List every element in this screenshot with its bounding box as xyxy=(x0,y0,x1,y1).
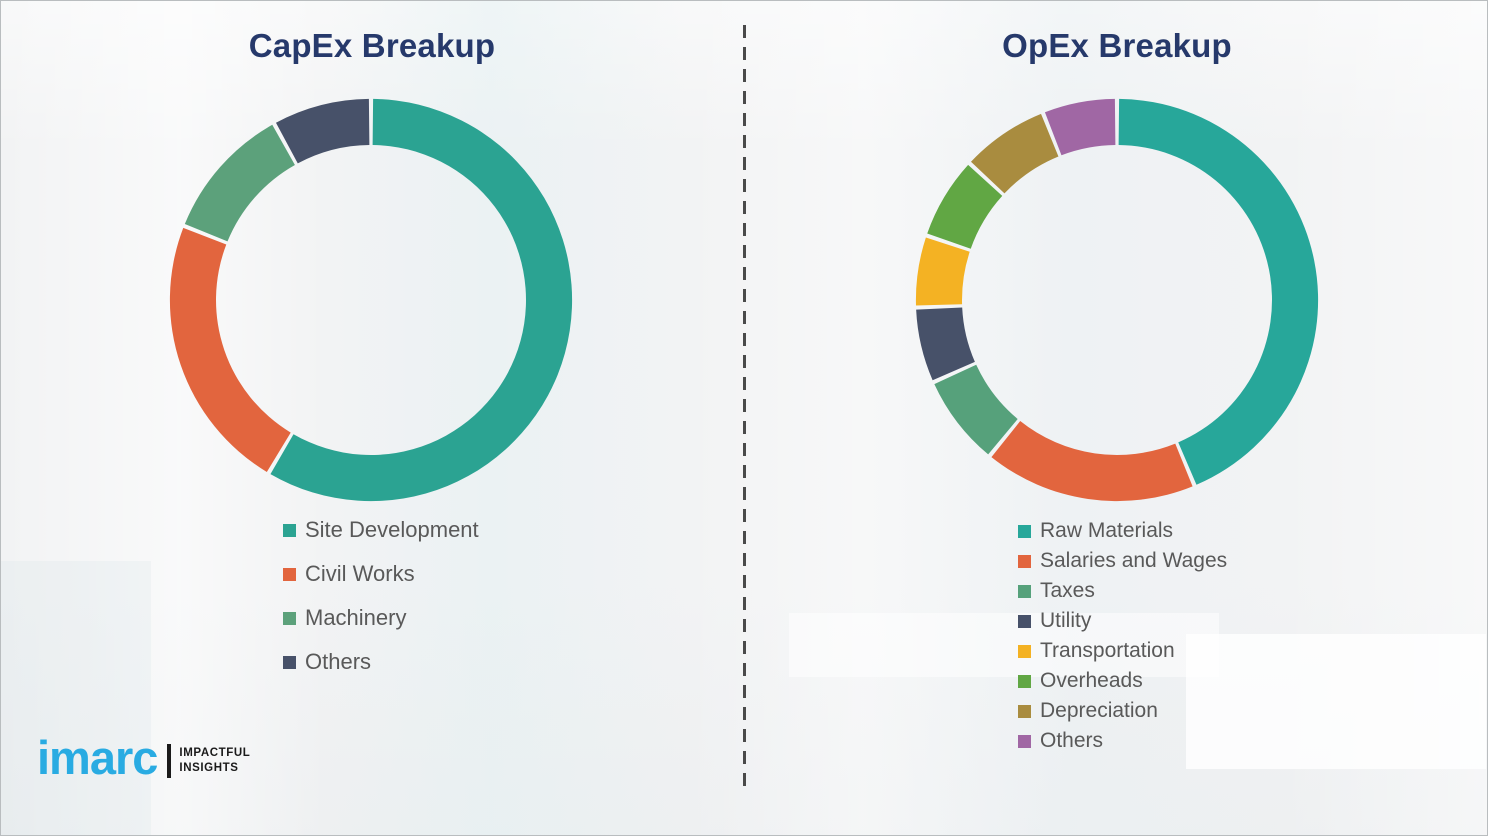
legend-label: Raw Materials xyxy=(1040,519,1174,542)
legend-swatch xyxy=(1018,644,1031,658)
legend-label: Machinery xyxy=(305,605,407,630)
tagline-line1: IMPACTFUL xyxy=(179,746,251,759)
donut-segment xyxy=(934,364,1018,455)
capex-chart-title: CapEx Breakup xyxy=(248,27,496,64)
donut-segment xyxy=(927,164,1003,249)
legend-label: Utility xyxy=(1040,609,1092,632)
donut-segment xyxy=(970,113,1059,194)
legend-item: Salaries and Wages xyxy=(1018,546,1227,576)
legend-label: Transportation xyxy=(1040,639,1175,662)
donut-segment xyxy=(1044,98,1116,156)
legend-swatch xyxy=(1018,674,1031,688)
legend-label: Salaries and Wages xyxy=(1040,549,1228,572)
tagline-line2: INSIGHTS xyxy=(179,761,239,774)
legend-swatch xyxy=(1018,734,1031,748)
legend-item: Site Development xyxy=(283,508,479,552)
legend-swatch xyxy=(1018,524,1031,538)
donut-segment xyxy=(275,98,370,164)
background-patch xyxy=(1186,634,1486,769)
imarc-logo: imarc IMPACTFUL INSIGHTS xyxy=(37,734,250,787)
donut-segment xyxy=(270,98,573,502)
legend-swatch xyxy=(1018,704,1031,718)
legend-label: Overheads xyxy=(1040,669,1143,692)
legend-swatch xyxy=(1018,614,1031,628)
legend-label: Others xyxy=(1040,729,1104,752)
legend-label: Taxes xyxy=(1040,579,1095,602)
legend-item: Taxes xyxy=(1018,576,1227,606)
donut-segment xyxy=(169,227,291,473)
capex-donut-chart xyxy=(169,98,573,502)
legend-swatch xyxy=(283,523,296,537)
legend-item: Depreciation xyxy=(1018,696,1227,726)
legend-item: Raw Materials xyxy=(1018,516,1227,546)
legend-item: Overheads xyxy=(1018,666,1227,696)
donut-segment xyxy=(991,421,1193,502)
legend-item: Utility xyxy=(1018,606,1227,636)
legend-swatch xyxy=(283,611,296,625)
legend-item: Transportation xyxy=(1018,636,1227,666)
legend-label: Others xyxy=(305,649,372,674)
donut-segment xyxy=(1118,98,1319,485)
donut-segment xyxy=(915,237,970,306)
opex-chart-title: OpEx Breakup xyxy=(1002,27,1232,64)
capex-legend: Site Development Civil Works Machinery O… xyxy=(283,508,479,684)
legend-item: Civil Works xyxy=(283,552,479,596)
legend-item: Others xyxy=(283,640,479,684)
legend-swatch xyxy=(1018,554,1031,568)
vertical-dashed-divider xyxy=(743,25,746,795)
imarc-logo-tagline: IMPACTFUL INSIGHTS xyxy=(179,746,250,776)
imarc-logo-wordmark: imarc xyxy=(37,731,158,784)
background-patch xyxy=(1,561,151,835)
legend-swatch xyxy=(1018,584,1031,598)
opex-donut-chart xyxy=(915,98,1319,502)
legend-swatch xyxy=(283,567,296,581)
legend-item: Machinery xyxy=(283,596,479,640)
legend-label: Depreciation xyxy=(1040,699,1158,722)
legend-label: Site Development xyxy=(305,517,479,542)
legend-swatch xyxy=(283,655,296,669)
logo-separator-bar xyxy=(167,743,172,778)
legend-item: Others xyxy=(1018,726,1227,756)
donut-segment xyxy=(916,307,975,381)
donut-segment xyxy=(184,124,295,242)
opex-legend: Raw Materials Salaries and Wages Taxes U… xyxy=(1018,516,1227,756)
legend-label: Civil Works xyxy=(305,561,415,586)
